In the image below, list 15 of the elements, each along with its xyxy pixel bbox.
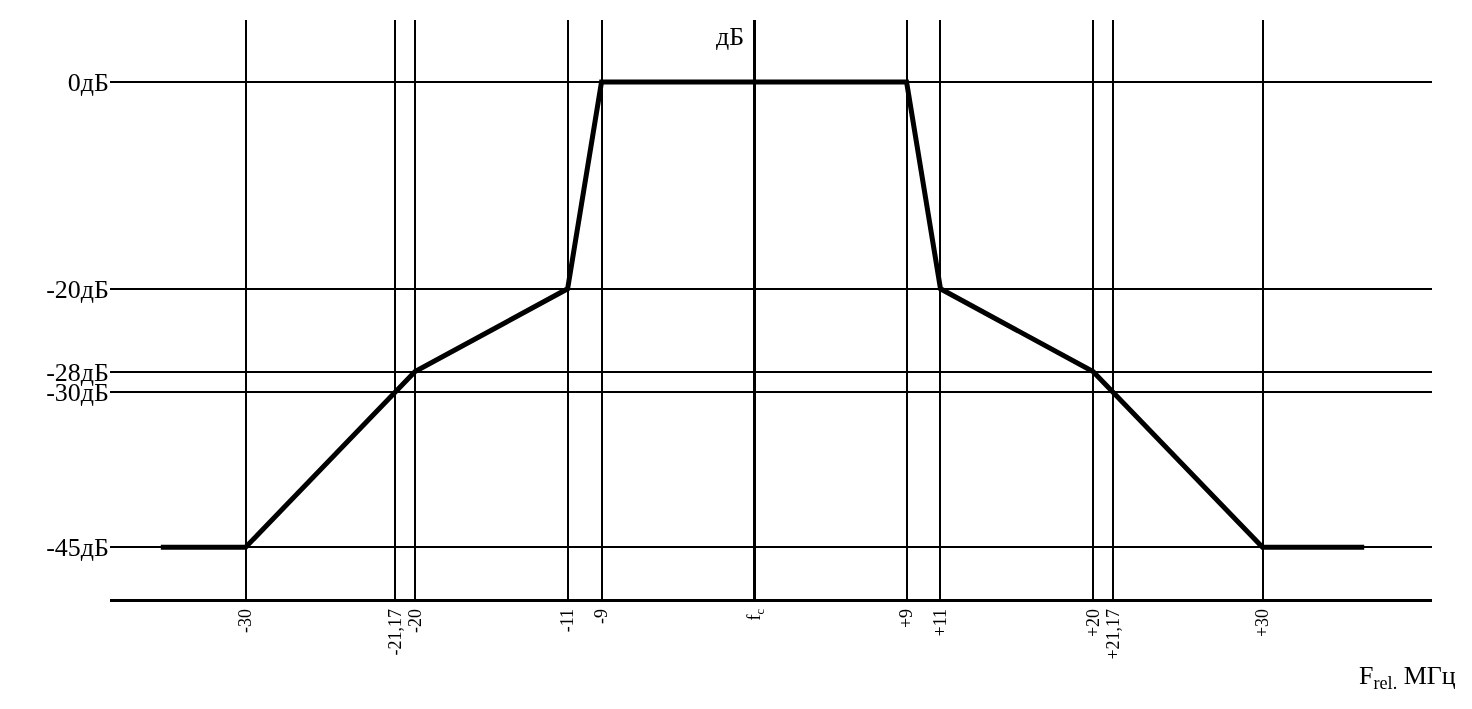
x-tick-label: +11	[930, 608, 951, 637]
y-axis-title: дБ	[716, 22, 745, 51]
y-tick-label: -45дБ	[46, 533, 109, 563]
x-tick-label: -30	[235, 608, 256, 633]
x-tick-label: +9	[896, 608, 917, 629]
y-tick-label: -20дБ	[46, 274, 109, 304]
x-tick-label: +21,17	[1102, 608, 1123, 660]
x-tick-label: -9	[591, 608, 612, 624]
x-tick-label: -21,17	[385, 608, 406, 656]
x-axis-title: F$_{rel.}$ МГц	[1359, 661, 1456, 694]
y-tick-label: 0дБ	[67, 68, 109, 98]
x-tick-label: +30	[1252, 608, 1273, 638]
x-tick-label: -20	[404, 608, 425, 633]
x-tick-label: +20	[1082, 608, 1103, 638]
x-tick-label: -11	[557, 608, 578, 633]
